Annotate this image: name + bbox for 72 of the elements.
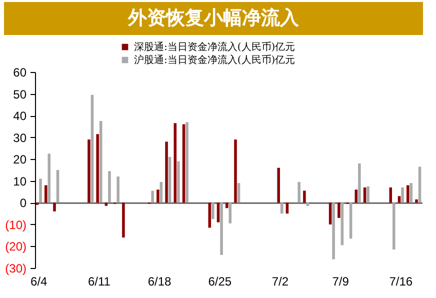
x-tick-label: 6/25 (208, 274, 232, 288)
bar (96, 134, 99, 203)
y-tick-label: 60 (13, 66, 27, 80)
y-tick-label: 10 (13, 174, 27, 188)
bar (234, 140, 237, 203)
bar (116, 176, 120, 203)
bar (389, 187, 392, 203)
x-tick-label: 6/18 (148, 274, 172, 288)
bar (338, 202, 340, 218)
legend-label: 深股通:当日资金净流入(人民币)亿元 (134, 41, 296, 53)
x-tick-label: 6/4 (30, 274, 48, 288)
bar (177, 161, 180, 203)
y-tick-label: 40 (13, 109, 27, 124)
y-tick-label: (20) (5, 240, 26, 254)
x-tick-label: 7/16 (389, 274, 413, 288)
bar (332, 202, 335, 260)
bar (186, 122, 188, 203)
bar (392, 202, 396, 250)
y-tick-label: 20 (13, 152, 27, 167)
y-tick-label: (10) (5, 218, 26, 232)
bar (228, 202, 232, 224)
bar (208, 202, 212, 228)
bar (160, 182, 163, 203)
bar (56, 170, 60, 203)
bar (406, 185, 410, 203)
bar (358, 163, 361, 203)
bar (39, 178, 42, 203)
y-tick-label: (30) (5, 262, 26, 276)
y-tick-label: 50 (13, 87, 27, 102)
bar (328, 202, 332, 224)
bar (410, 183, 413, 203)
bar (151, 190, 154, 203)
bar (220, 202, 223, 255)
bar (398, 196, 401, 203)
bar (418, 166, 422, 203)
bar (340, 202, 344, 246)
bar (165, 142, 168, 203)
bar (349, 202, 352, 239)
bar (122, 202, 125, 238)
bar (286, 202, 289, 214)
bar (354, 190, 358, 203)
bar (99, 121, 102, 203)
bar (306, 202, 310, 206)
bar (225, 202, 228, 208)
bar (90, 94, 94, 203)
y-tick-label: 0 (20, 196, 27, 210)
bar (44, 185, 48, 203)
bar (303, 190, 306, 203)
x-tick-label: 7/9 (332, 274, 350, 288)
bar (212, 202, 214, 219)
bar (108, 171, 111, 203)
bar (182, 124, 186, 203)
bar (298, 182, 300, 203)
bar (174, 123, 177, 203)
x-tick-label: 6/11 (88, 274, 111, 288)
chart-title: 外资恢复小幅净流入 (4, 2, 423, 35)
bar (280, 202, 284, 214)
bar (277, 168, 280, 203)
bar (88, 140, 90, 203)
bar (401, 187, 404, 203)
bar (168, 156, 172, 203)
bar (48, 154, 51, 203)
bar (415, 199, 418, 203)
x-tick-label: 7/2 (272, 274, 289, 288)
bar (237, 183, 240, 203)
bar (156, 190, 160, 203)
bar (104, 202, 108, 206)
bar (366, 186, 370, 203)
y-tick-label: 30 (13, 130, 27, 145)
legend-label: 沪股通:当日资金净流入(人民币)亿元 (134, 54, 296, 66)
bar (53, 202, 56, 212)
bar (216, 202, 220, 222)
